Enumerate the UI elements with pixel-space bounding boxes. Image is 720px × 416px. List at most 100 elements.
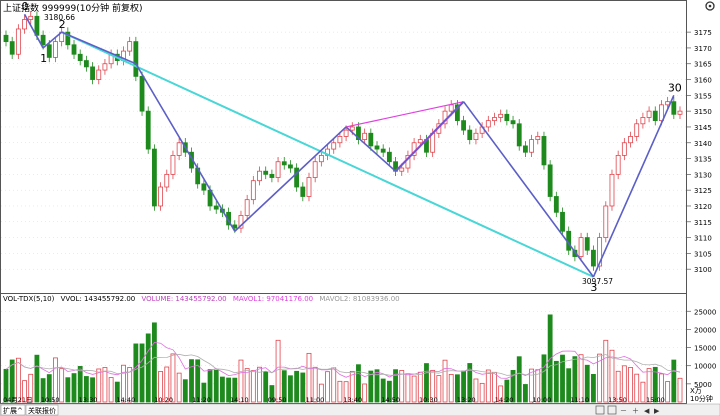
candle-body bbox=[609, 173, 615, 207]
candle-body bbox=[300, 186, 306, 197]
vvol-value: VVOL: 143455792.00 bbox=[61, 295, 136, 303]
candle-body bbox=[628, 136, 633, 144]
volume-bar bbox=[53, 357, 58, 403]
candle-body bbox=[151, 148, 157, 207]
candle-body bbox=[652, 110, 658, 122]
volume-tick-label: 10000 bbox=[694, 363, 716, 371]
low-price-label: 3097.57 bbox=[582, 277, 613, 286]
volume-bar bbox=[448, 373, 454, 403]
volume-bar bbox=[591, 373, 596, 403]
tab-expand[interactable] bbox=[0, 404, 26, 416]
volume-bar bbox=[405, 373, 411, 403]
volume-bar bbox=[331, 367, 337, 403]
price-tick-label: 3145 bbox=[694, 124, 712, 132]
candle-body bbox=[640, 117, 646, 125]
volume-bar bbox=[263, 371, 269, 403]
gear-icon[interactable] bbox=[705, 1, 715, 11]
wave-label: 3 bbox=[590, 281, 597, 294]
vol-indicator-name: VOL-TDX(5,10) bbox=[3, 295, 55, 303]
volume-bar bbox=[665, 381, 671, 403]
price-tick-label: 3155 bbox=[694, 92, 712, 100]
candle-body bbox=[634, 123, 640, 137]
volume-bar bbox=[3, 368, 9, 403]
volume-bar bbox=[114, 381, 120, 403]
volume-bar bbox=[325, 371, 330, 403]
volume-bar bbox=[646, 368, 652, 403]
bottom-tab-bar: 扩展^ 关联报价 － ＋ ◀ ▶ bbox=[0, 403, 720, 416]
tab-expand-label: 扩展^ bbox=[3, 406, 23, 415]
time-tick-label: 10:20 bbox=[154, 396, 173, 404]
candle-body bbox=[349, 126, 355, 131]
volume-bar bbox=[628, 367, 633, 403]
time-tick-label: 13:50 bbox=[608, 396, 627, 404]
time-tick-label: 13:20 bbox=[457, 396, 476, 404]
volume-bar bbox=[189, 359, 194, 403]
candle-body bbox=[356, 126, 361, 140]
time-tick-label: 10:00 bbox=[533, 396, 552, 404]
wave-label: 2 bbox=[59, 18, 66, 31]
candle-body bbox=[386, 151, 392, 163]
volume-value: VOLUME: 143455792.00 bbox=[142, 295, 227, 303]
time-tick-label: 11:00 bbox=[306, 396, 325, 404]
volume-bar bbox=[362, 383, 368, 403]
price-tick-label: 3125 bbox=[694, 187, 712, 195]
candle-body bbox=[3, 34, 9, 43]
volume-bar bbox=[374, 369, 380, 403]
time-tick-label: 11:10 bbox=[570, 396, 589, 404]
volume-bar bbox=[281, 370, 287, 403]
volume-bar bbox=[430, 369, 436, 403]
candle-body bbox=[22, 19, 27, 30]
candle-body bbox=[15, 28, 21, 55]
volume-bar bbox=[195, 359, 201, 403]
volume-bar bbox=[201, 382, 207, 403]
time-tick-label: 04月21日 bbox=[3, 396, 33, 404]
time-tick-label: 15:00 bbox=[646, 396, 665, 404]
volume-bar bbox=[560, 354, 565, 403]
svg-text:－: － bbox=[620, 407, 627, 415]
volume-bar bbox=[523, 384, 528, 403]
volume-bar bbox=[40, 378, 46, 403]
wave-label: 30 bbox=[668, 81, 682, 94]
time-axis: 04月21日 10:50 13:30 14:40 10:20 11:20 14:10 09:5… bbox=[2, 396, 665, 404]
tab-related-quotes[interactable] bbox=[25, 404, 59, 416]
volume-bar bbox=[510, 370, 516, 403]
wave-segment bbox=[345, 126, 397, 172]
volume-bar bbox=[473, 378, 479, 403]
volume-bar bbox=[90, 377, 95, 403]
price-tick-label: 3110 bbox=[694, 235, 712, 243]
candle-body bbox=[547, 164, 553, 197]
volume-bar bbox=[541, 354, 547, 403]
price-tick-label: 3130 bbox=[694, 171, 712, 179]
mavol2-value: MAVOL2: 81083936.00 bbox=[319, 295, 399, 303]
candle-body bbox=[77, 53, 83, 61]
candle-body bbox=[492, 117, 497, 122]
candle-body bbox=[331, 142, 337, 150]
wave-segment bbox=[42, 31, 63, 49]
volume-bar bbox=[257, 366, 262, 403]
volume-bar bbox=[380, 378, 386, 403]
time-tick-label: 14:40 bbox=[116, 396, 135, 404]
volume-tick-label: 25000 bbox=[694, 308, 716, 316]
volume-bar bbox=[34, 354, 40, 403]
candle-body bbox=[318, 155, 324, 163]
candle-body bbox=[164, 173, 170, 188]
candle-body bbox=[139, 75, 145, 112]
volume-tick-label: 5000 bbox=[694, 381, 712, 389]
volume-bar bbox=[609, 349, 615, 403]
candles bbox=[3, 11, 683, 271]
candle-body bbox=[176, 142, 182, 156]
volume-bar bbox=[553, 360, 559, 403]
volume-bar bbox=[294, 370, 300, 403]
volume-bar bbox=[102, 367, 108, 403]
candle-body bbox=[170, 155, 176, 175]
toolbar-icons[interactable]: － ＋ ◀ ▶ bbox=[595, 405, 660, 415]
volume-bar bbox=[250, 370, 256, 403]
volume-bar bbox=[275, 339, 281, 403]
candle-body bbox=[615, 155, 621, 175]
wave-segment bbox=[234, 126, 347, 232]
candle-body bbox=[671, 101, 677, 115]
candle-body bbox=[399, 167, 405, 172]
window-title: 上证指数 999999(10分钟 前复权) bbox=[3, 2, 143, 14]
candle-body bbox=[312, 161, 318, 178]
